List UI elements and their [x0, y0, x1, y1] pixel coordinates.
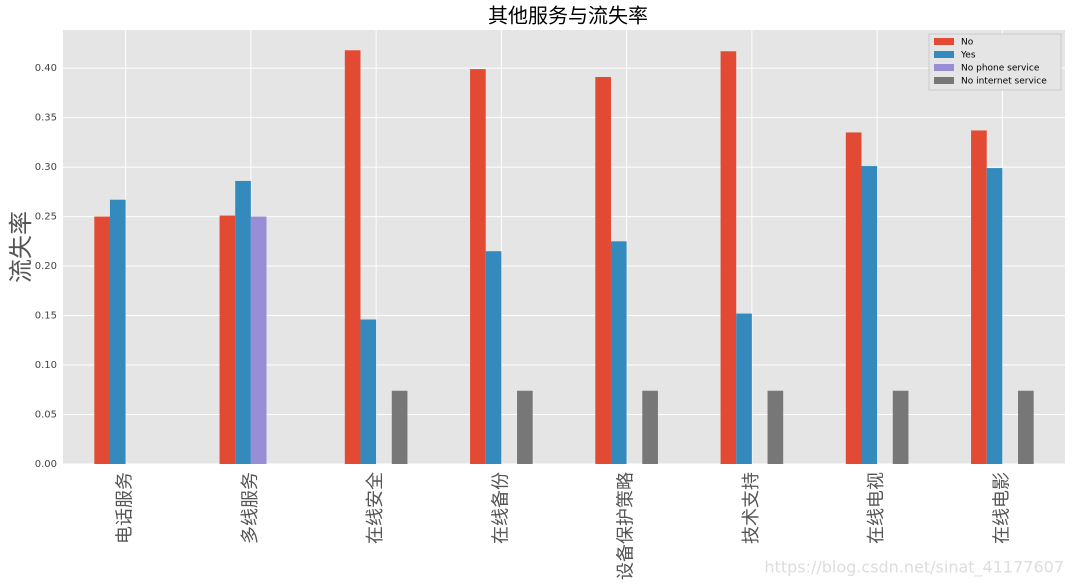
bar — [344, 50, 361, 465]
bar — [610, 241, 627, 464]
bar — [219, 215, 236, 464]
chart-title: 其他服务与流失率 — [488, 4, 648, 28]
bar — [845, 132, 862, 464]
bar — [1018, 390, 1034, 464]
legend-label: No phone service — [961, 64, 1040, 74]
x-tick-label: 多线服务 — [240, 472, 261, 544]
bar — [235, 180, 251, 465]
bar — [517, 390, 533, 464]
x-tick-label: 在线电视 — [866, 472, 887, 544]
legend-label: No internet service — [961, 77, 1047, 87]
x-tick-label: 电话服务 — [115, 472, 136, 544]
bar — [720, 51, 737, 465]
bar — [986, 168, 1003, 464]
legend-swatch — [934, 64, 954, 71]
bar — [94, 216, 110, 464]
legend-swatch — [934, 77, 954, 84]
x-tick-label: 在线电影 — [991, 472, 1012, 544]
legend-swatch — [934, 38, 954, 45]
bar — [109, 199, 126, 464]
y-axis-label: 流失率 — [7, 211, 35, 283]
y-tick-label: 0.25 — [35, 212, 57, 223]
y-tick-label: 0.30 — [35, 162, 57, 173]
x-tick-label: 在线备份 — [490, 472, 511, 544]
y-tick-label: 0.05 — [35, 410, 57, 421]
bar — [736, 313, 752, 464]
x-tick-label: 设备保护策略 — [616, 472, 637, 580]
bar — [642, 390, 658, 464]
y-tick-label: 0.35 — [35, 113, 57, 124]
plot-background — [63, 30, 1065, 464]
legend-label: No — [961, 38, 974, 48]
bar — [360, 319, 377, 464]
bar — [391, 390, 408, 464]
bar — [861, 166, 878, 465]
y-tick-label: 0.00 — [35, 459, 57, 470]
bar — [250, 216, 267, 464]
bar — [485, 251, 502, 464]
watermark: https://blog.csdn.net/sinat_41177607 — [764, 558, 1064, 578]
bar — [470, 69, 486, 465]
y-tick-label: 0.10 — [35, 360, 57, 371]
y-tick-label: 0.15 — [35, 311, 57, 322]
bar — [971, 130, 987, 464]
x-tick-label: 在线安全 — [365, 472, 386, 544]
legend-swatch — [934, 51, 954, 58]
bar — [892, 390, 909, 464]
bar — [767, 390, 784, 464]
y-tick-label: 0.40 — [35, 63, 57, 74]
y-tick-label: 0.20 — [35, 261, 57, 272]
x-tick-label: 技术支持 — [741, 472, 762, 544]
legend-label: Yes — [960, 51, 976, 61]
bar — [595, 77, 611, 464]
